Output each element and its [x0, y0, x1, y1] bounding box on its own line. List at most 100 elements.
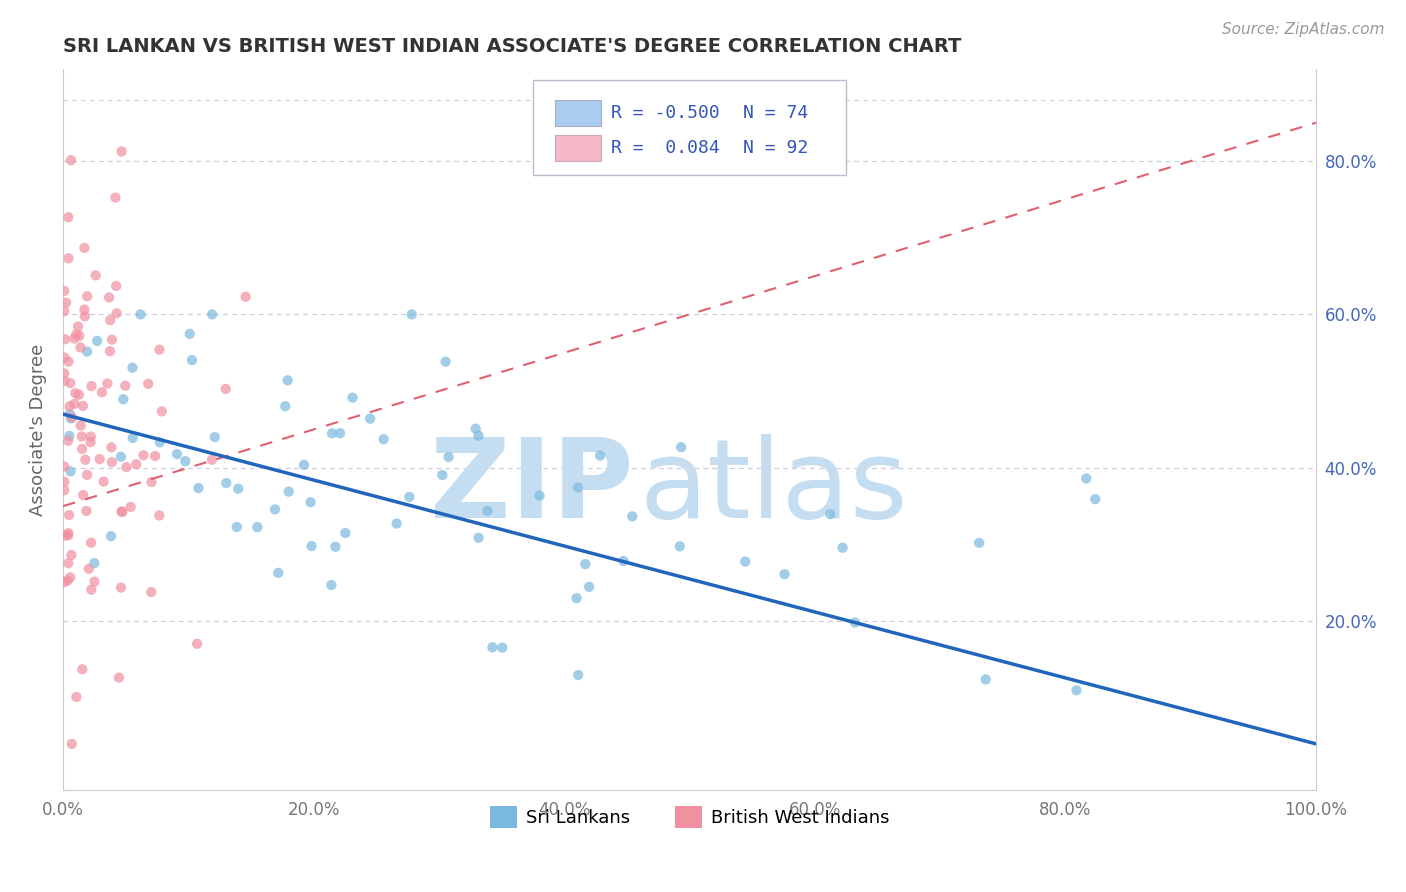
Point: [529, 489, 551, 503]
Point: [53, 304, 76, 318]
Point: [98, 313, 121, 327]
Text: ZIP: ZIP: [430, 434, 633, 541]
Point: [166, 447, 188, 461]
Point: [226, 482, 249, 496]
Point: [432, 468, 454, 483]
Point: [58, 252, 80, 266]
Point: [98, 344, 121, 359]
Point: [277, 484, 299, 499]
Point: [143, 449, 166, 463]
Point: [974, 673, 997, 687]
Point: [69, 340, 91, 354]
FancyBboxPatch shape: [533, 79, 846, 175]
Point: [359, 411, 381, 425]
Point: [477, 504, 499, 518]
Point: [53, 475, 76, 489]
Point: [76, 344, 98, 359]
Point: [60, 153, 83, 168]
Point: [58, 526, 80, 541]
Point: [65, 690, 87, 704]
Point: [65, 327, 87, 342]
Point: [70, 442, 93, 456]
Point: [180, 353, 202, 368]
Point: [98, 290, 121, 304]
Point: [844, 615, 866, 630]
Point: [215, 382, 238, 396]
Point: [385, 516, 408, 531]
Point: [58, 429, 80, 443]
Point: [121, 431, 143, 445]
Point: [58, 354, 80, 368]
Point: [66, 319, 89, 334]
Point: [129, 307, 152, 321]
Point: [75, 504, 97, 518]
Point: [578, 580, 600, 594]
Point: [481, 640, 503, 655]
Point: [72, 488, 94, 502]
Point: [292, 458, 315, 472]
Point: [342, 391, 364, 405]
Point: [120, 500, 142, 514]
Point: [669, 440, 692, 454]
Point: [58, 211, 80, 225]
Point: [59, 570, 82, 584]
Point: [105, 279, 128, 293]
Point: [56, 528, 79, 542]
Point: [58, 556, 80, 570]
Point: [621, 509, 644, 524]
Point: [91, 385, 114, 400]
Point: [818, 507, 841, 521]
Point: [53, 332, 76, 346]
Point: [398, 490, 420, 504]
Point: [299, 495, 322, 509]
Point: [83, 574, 105, 589]
Point: [321, 578, 343, 592]
Point: [612, 554, 634, 568]
Point: [567, 481, 589, 495]
Text: atlas: atlas: [640, 434, 908, 541]
Point: [215, 476, 238, 491]
Point: [59, 411, 82, 425]
Point: [79, 435, 101, 450]
Point: [77, 562, 100, 576]
Point: [467, 531, 489, 545]
Point: [235, 290, 257, 304]
Point: [491, 640, 513, 655]
Point: [565, 591, 588, 606]
Point: [329, 426, 352, 441]
Text: R =  0.084: R = 0.084: [610, 138, 720, 157]
Point: [150, 404, 173, 418]
Point: [80, 379, 103, 393]
Point: [53, 351, 76, 365]
Point: [53, 483, 76, 498]
Point: [58, 508, 80, 522]
Point: [831, 541, 853, 555]
Point: [464, 422, 486, 436]
Point: [201, 307, 224, 321]
Point: [84, 268, 107, 283]
Point: [589, 449, 612, 463]
Point: [100, 529, 122, 543]
Point: [110, 504, 132, 518]
Point: [148, 343, 170, 357]
Point: [75, 452, 97, 467]
Point: [80, 535, 103, 549]
Point: [110, 145, 132, 159]
Point: [59, 464, 82, 478]
FancyBboxPatch shape: [555, 100, 600, 126]
Point: [96, 376, 118, 391]
Point: [67, 388, 90, 402]
Text: Source: ZipAtlas.com: Source: ZipAtlas.com: [1222, 22, 1385, 37]
Point: [53, 575, 76, 590]
Point: [56, 574, 79, 588]
Point: [335, 526, 357, 541]
Point: [80, 429, 103, 443]
Point: [60, 737, 83, 751]
Point: [83, 556, 105, 570]
Point: [204, 430, 226, 444]
Point: [373, 432, 395, 446]
Point: [467, 428, 489, 442]
Legend: Sri Lankans, British West Indians: Sri Lankans, British West Indians: [482, 798, 897, 835]
Point: [73, 302, 96, 317]
Point: [59, 400, 82, 414]
